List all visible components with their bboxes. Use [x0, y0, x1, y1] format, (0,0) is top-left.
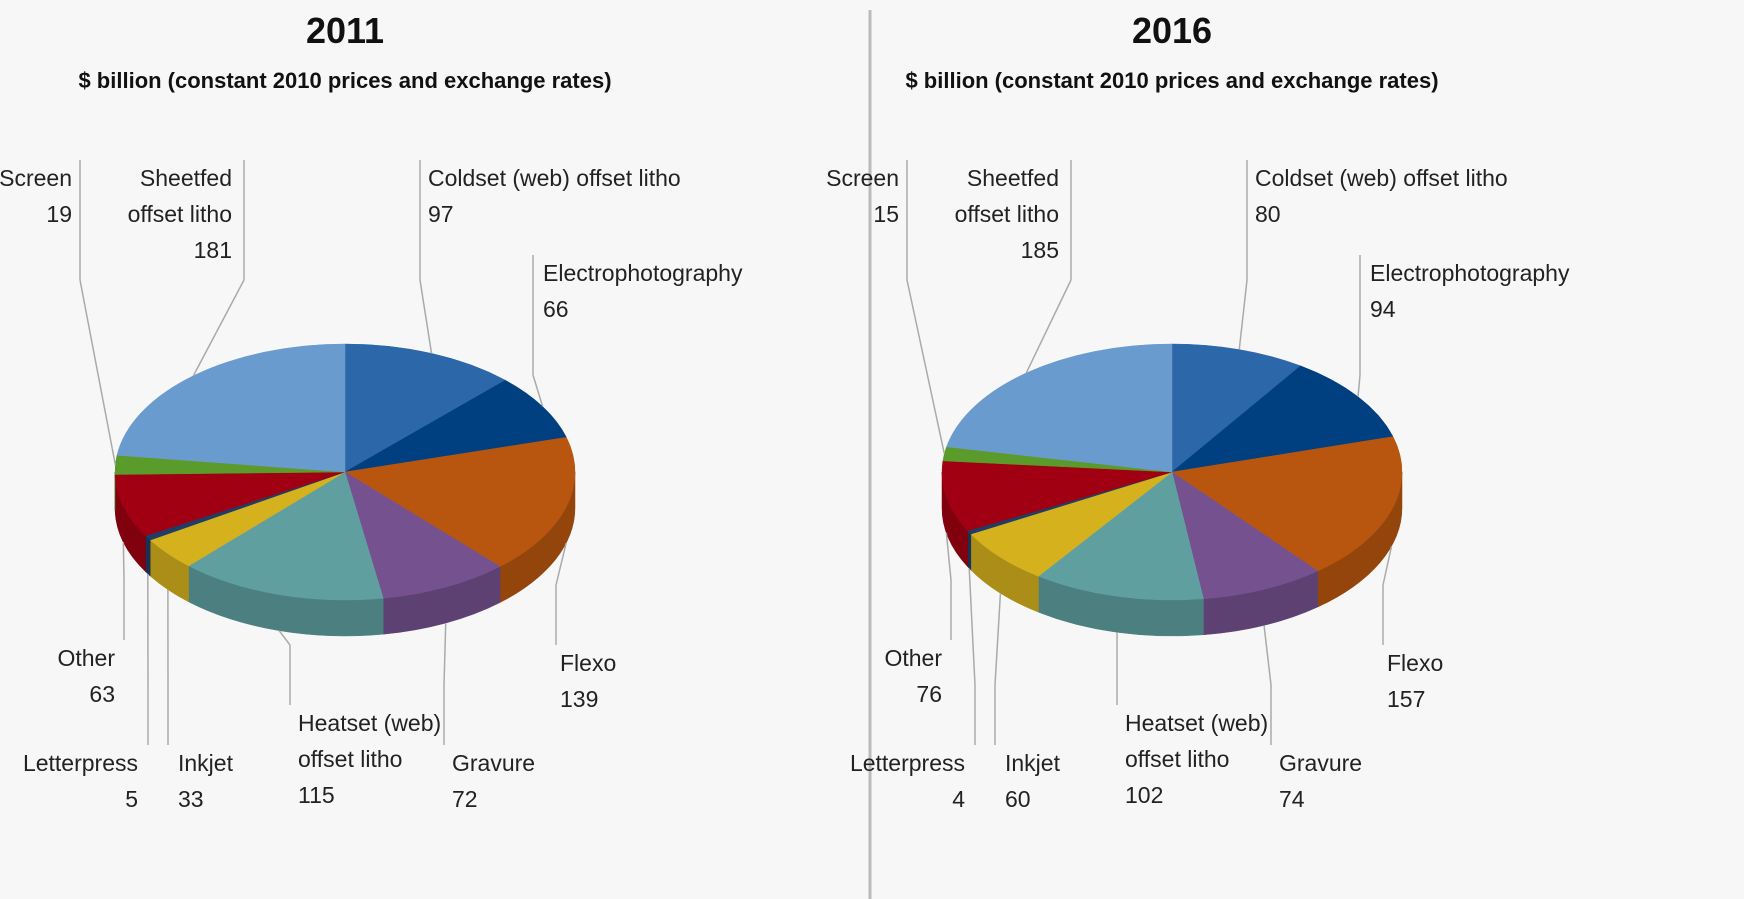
slice-label-name: Flexo — [1387, 650, 1444, 676]
leader-line — [1382, 545, 1393, 586]
slice-label: Heatset (web) offset litho 115 — [298, 705, 468, 813]
chart-subtitle: $ billion (constant 2010 prices and exch… — [78, 68, 612, 93]
slice-label: Flexo 139 — [560, 645, 710, 717]
slice-label-value: 115 — [298, 782, 335, 808]
slice-label-value: 102 — [1125, 782, 1164, 808]
slice-side — [967, 530, 972, 571]
pie-slice — [344, 343, 506, 473]
slice-label-value: 94 — [1370, 296, 1396, 322]
slice-label-value: 72 — [452, 786, 478, 812]
slice-label-value: 181 — [193, 237, 232, 263]
slice-label-value: 80 — [1255, 201, 1281, 227]
leader-line — [1263, 625, 1272, 686]
slice-label-value: 76 — [916, 681, 942, 707]
pie-slice — [188, 471, 384, 601]
slice-label: Other 76 — [842, 640, 942, 712]
chart-title: 2016 — [1131, 10, 1213, 51]
slice-label-value: 15 — [873, 201, 899, 227]
leader-line — [945, 532, 952, 581]
slice-label-name: Other — [884, 645, 942, 671]
slice-label: Screen 19 — [0, 160, 72, 232]
pie-slice — [946, 343, 1173, 473]
leader-line — [122, 542, 125, 581]
leader-line — [192, 279, 245, 377]
leader-line — [419, 279, 433, 354]
slice-label-value: 185 — [1020, 237, 1059, 263]
slice-label: Sheetfed offset litho 181 — [92, 160, 232, 268]
slice-label: Sheetfed offset litho 185 — [919, 160, 1059, 268]
slice-label-value: 19 — [46, 201, 72, 227]
slice-label-name: Sheetfed offset litho — [954, 165, 1059, 227]
slice-label: Coldset (web) offset litho 80 — [1255, 160, 1555, 232]
pie-slice — [116, 343, 346, 473]
leader-line — [532, 374, 544, 407]
leader-line — [79, 279, 117, 466]
slice-label-value: 66 — [543, 296, 569, 322]
slice-label-name: Screen — [0, 165, 72, 191]
pie-slice — [970, 471, 1173, 577]
pie-slice — [1171, 343, 1302, 473]
slice-label: Flexo 157 — [1387, 645, 1537, 717]
slice-label-name: Coldset (web) offset litho — [428, 165, 681, 191]
pie-slice — [1171, 436, 1403, 572]
slice-side — [145, 535, 151, 577]
slice-label: Electrophotography 94 — [1370, 255, 1600, 327]
slice-label: Letterpress 4 — [835, 745, 965, 817]
leader-line — [994, 593, 1002, 686]
leader-line — [278, 630, 291, 646]
slice-label-value: 63 — [89, 681, 115, 707]
slice-label-name: Letterpress — [22, 750, 138, 776]
pie-slice — [344, 471, 501, 599]
slice-label-name: Inkjet — [178, 750, 233, 776]
slice-label: Gravure 74 — [1279, 745, 1429, 817]
slice-label-value: 5 — [125, 786, 138, 812]
slice-label-value: 139 — [560, 686, 599, 712]
leader-line — [1357, 374, 1361, 397]
pie-slice — [344, 437, 576, 567]
slice-label: Gravure 72 — [452, 745, 602, 817]
pie-slice — [941, 460, 1173, 532]
pie-slice — [1171, 471, 1319, 600]
chart-title: 2011 — [305, 10, 385, 51]
slice-label-name: Coldset (web) offset litho — [1255, 165, 1508, 191]
slice-label-value: 4 — [952, 786, 965, 812]
pie-slice — [1171, 365, 1394, 473]
slice-label: Screen 15 — [819, 160, 899, 232]
slice-label-name: Electrophotography — [1370, 260, 1570, 286]
slice-label-name: Sheetfed offset litho — [127, 165, 232, 227]
slice-label-name: Electrophotography — [543, 260, 743, 286]
leader-line — [1238, 279, 1248, 350]
pie-slice — [1037, 471, 1204, 601]
leader-line — [1025, 279, 1072, 374]
slice-label: Coldset (web) offset litho 97 — [428, 160, 728, 232]
slice-label-name: Gravure — [452, 750, 536, 776]
leader-line — [443, 623, 447, 686]
chart-subtitle: $ billion (constant 2010 prices and exch… — [905, 68, 1439, 93]
slice-label: Inkjet 33 — [178, 745, 278, 817]
slice-label-name: Heatset (web) offset litho — [298, 710, 442, 772]
slice-label-name: Other — [57, 645, 115, 671]
slice-label-name: Flexo — [560, 650, 617, 676]
slice-label-value: 60 — [1005, 786, 1031, 812]
pie-slice — [114, 471, 346, 536]
leader-line — [555, 542, 567, 586]
slice-label-value: 33 — [178, 786, 204, 812]
leader-line — [906, 279, 946, 454]
slice-label-name: Letterpress — [849, 750, 965, 776]
slice-label-value: 157 — [1387, 686, 1426, 712]
slice-label-name: Gravure — [1279, 750, 1363, 776]
slice-label-value: 74 — [1279, 786, 1305, 812]
slice-label: Inkjet 60 — [1005, 745, 1105, 817]
leader-line — [968, 568, 976, 686]
slice-label-value: 97 — [428, 201, 454, 227]
slice-label: Electrophotography 66 — [543, 255, 773, 327]
slice-label: Other 63 — [15, 640, 115, 712]
slice-label-name: Heatset (web) offset litho — [1125, 710, 1269, 772]
slice-label: Heatset (web) offset litho 102 — [1125, 705, 1295, 813]
slice-label-name: Screen — [826, 165, 899, 191]
slice-label-name: Inkjet — [1005, 750, 1060, 776]
slice-label: Letterpress 5 — [8, 745, 138, 817]
